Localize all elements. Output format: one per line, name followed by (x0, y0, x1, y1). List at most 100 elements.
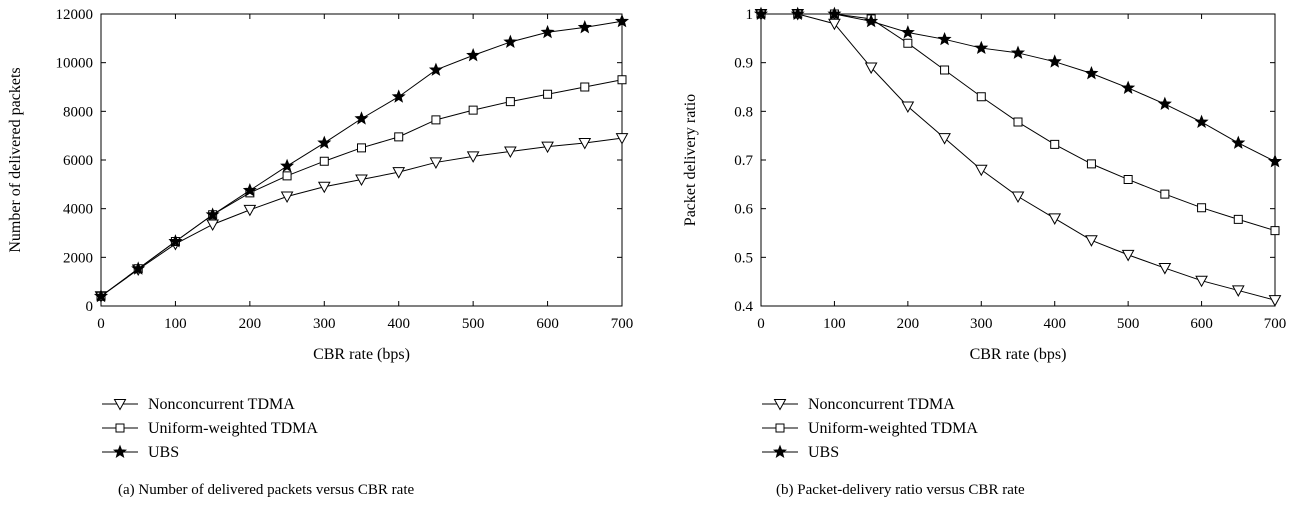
data-point-nonconcurrent-tdma-a (541, 141, 554, 154)
data-point-nonconcurrent-tdma-b (1085, 235, 1098, 247)
y-tick-label-b: 0.7 (734, 153, 753, 169)
data-point-nonconcurrent-tdma-b (901, 101, 915, 114)
x-tick-label-b: 300 (970, 316, 993, 332)
chart-b-delivery-ratio: 0 100 200 300 400 500 600 700 0.4 0.5 0.6 0.7 0.8 0.9… (682, 6, 1287, 498)
data-point-nonconcurrent-tdma-b (1231, 285, 1245, 297)
data-point-nonconcurrent-tdma-b (974, 164, 988, 177)
series-ubs-b (753, 6, 1283, 168)
data-point-uniform-weighted-tdma-b (1270, 226, 1280, 236)
data-point-ubs-a (614, 13, 630, 28)
legend-marker-uniform-weighted-tdma-b (775, 423, 785, 433)
data-point-ubs-b (900, 25, 915, 39)
y-tick-label-a: 2000 (63, 250, 93, 266)
data-point-uniform-weighted-tdma-b (1197, 203, 1207, 213)
data-point-uniform-weighted-tdma-a (505, 97, 515, 107)
data-point-ubs-a (242, 183, 257, 197)
data-point-uniform-weighted-tdma-b (1050, 139, 1060, 149)
data-point-ubs-b (864, 13, 879, 28)
data-point-ubs-a (354, 111, 369, 125)
x-tick-label-a: 400 (387, 316, 410, 332)
plot-frame-a (100, 13, 623, 307)
legend-label-uniform-weighted-tdma-b: Uniform-weighted TDMA (808, 420, 978, 437)
data-point-nonconcurrent-tdma-b (1195, 275, 1208, 288)
data-point-ubs-b (1231, 135, 1246, 149)
data-point-ubs-b (1121, 80, 1136, 94)
data-point-ubs-a (466, 48, 481, 62)
data-point-uniform-weighted-tdma-b (1233, 214, 1243, 224)
x-tick-label-b: 200 (897, 316, 920, 332)
x-axis-label-a: CBR rate (bps) (313, 346, 410, 363)
data-point-uniform-weighted-tdma-a (468, 105, 478, 115)
y-tick-label-a: 4000 (63, 202, 93, 218)
data-point-uniform-weighted-tdma-a (580, 82, 590, 92)
y-tick-label-a: 8000 (63, 104, 93, 120)
x-tick-label-b: 100 (823, 316, 846, 332)
series-line-nonconcurrent-tdma-a (100, 137, 623, 297)
data-point-ubs-a (93, 288, 109, 303)
y-tick-label-b: 0.8 (734, 104, 753, 120)
x-tick-label-a: 300 (313, 316, 336, 332)
data-point-uniform-weighted-tdma-a (357, 143, 366, 153)
legend-marker-nonconcurrent-tdma-a (113, 399, 127, 411)
y-tick-label-b: 0.9 (734, 56, 753, 72)
data-point-ubs-b (790, 6, 805, 20)
x-tick-label-b: 500 (1117, 316, 1140, 332)
caption-b: (b) Packet-delivery ratio versus CBR rat… (776, 482, 1025, 498)
legend-label-uniform-weighted-tdma-a: Uniform-weighted TDMA (148, 420, 318, 437)
data-point-ubs-a (280, 158, 295, 173)
legend-b: Nonconcurrent TDMA Uniform-weighted TDMA U… (762, 396, 978, 461)
y-tick-label-a: 6000 (63, 153, 93, 169)
data-point-nonconcurrent-tdma-b (938, 133, 951, 145)
series-nonconcurrent-tdma-b (754, 9, 1282, 307)
data-point-nonconcurrent-tdma-a (280, 191, 294, 204)
legend-marker-ubs-b (772, 444, 788, 458)
data-point-uniform-weighted-tdma-a (394, 132, 404, 142)
x-axis-label-b: CBR rate (bps) (970, 346, 1067, 363)
y-axis-label-a: Number of delivered packets (7, 67, 24, 252)
series-uniform-weighted-tdma-a (96, 75, 627, 301)
x-tick-label-b: 700 (1264, 316, 1287, 332)
data-point-nonconcurrent-tdma-b (1268, 295, 1282, 307)
data-point-ubs-a (205, 207, 220, 221)
caption-a: (a) Number of delivered packets versus C… (118, 482, 414, 498)
data-point-ubs-b (1194, 114, 1209, 128)
series-ubs-a (93, 13, 630, 303)
data-point-uniform-weighted-tdma-b (1123, 174, 1133, 184)
x-tick-label-b: 400 (1043, 316, 1066, 332)
data-point-nonconcurrent-tdma-b (1121, 249, 1135, 262)
data-point-ubs-a (503, 34, 518, 48)
data-point-ubs-a (540, 24, 555, 39)
data-point-uniform-weighted-tdma-a (543, 89, 553, 99)
data-point-nonconcurrent-tdma-a (615, 133, 629, 145)
chart-a-delivered-packets: 0 100 200 300 400 500 600 700 0 2000 4000 6000 8000 1… (7, 7, 633, 498)
data-point-ubs-b (1157, 96, 1172, 111)
x-tick-label-a: 100 (164, 316, 187, 332)
data-point-ubs-b (753, 6, 769, 20)
data-point-ubs-b (1267, 154, 1283, 168)
series-line-ubs-b (761, 13, 1276, 162)
data-point-nonconcurrent-tdma-b (1158, 263, 1172, 275)
data-point-ubs-a (428, 62, 443, 76)
x-tick-label-a: 600 (536, 316, 559, 332)
data-point-ubs-b (1084, 66, 1099, 80)
series-nonconcurrent-tdma-a (94, 133, 629, 303)
data-point-uniform-weighted-tdma-a (431, 115, 441, 125)
data-point-nonconcurrent-tdma-a (504, 146, 517, 159)
series-line-nonconcurrent-tdma-b (761, 13, 1276, 301)
series-line-ubs-a (100, 20, 623, 297)
data-point-nonconcurrent-tdma-a (243, 204, 257, 217)
y-tick-label-b: 0.4 (734, 299, 753, 315)
data-point-nonconcurrent-tdma-a (466, 151, 480, 163)
data-point-uniform-weighted-tdma-b (903, 38, 913, 48)
legend-label-ubs-b: UBS (808, 444, 839, 461)
data-point-ubs-b (974, 40, 989, 55)
data-point-nonconcurrent-tdma-b (1011, 191, 1025, 204)
y-tick-label-a: 12000 (56, 7, 94, 23)
data-point-uniform-weighted-tdma-a (617, 75, 627, 85)
legend-marker-nonconcurrent-tdma-b (773, 399, 787, 411)
data-point-ubs-a (317, 135, 332, 149)
x-tick-label-a: 0 (97, 316, 105, 332)
data-point-nonconcurrent-tdma-b (864, 62, 878, 75)
legend-label-nonconcurrent-tdma-a: Nonconcurrent TDMA (148, 396, 295, 413)
data-point-uniform-weighted-tdma-a (319, 156, 329, 166)
